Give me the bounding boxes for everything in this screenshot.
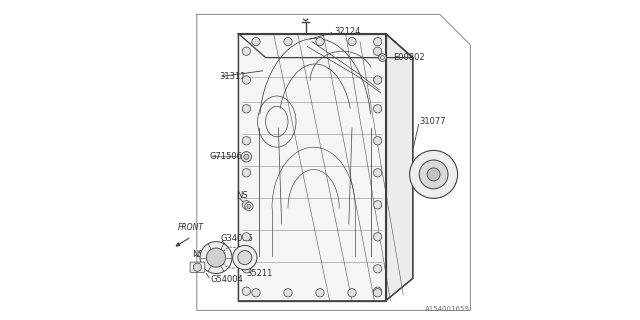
Circle shape [373,287,381,295]
Circle shape [316,37,324,46]
Circle shape [193,263,202,271]
Circle shape [243,76,251,84]
Circle shape [373,265,381,273]
Circle shape [243,265,251,273]
Circle shape [244,202,253,211]
Text: 31311: 31311 [219,72,246,81]
Polygon shape [239,34,413,58]
Circle shape [374,289,382,297]
Polygon shape [239,34,385,301]
Circle shape [374,37,382,46]
Circle shape [427,168,440,181]
Text: 32124: 32124 [334,28,361,36]
Circle shape [373,137,381,145]
Text: 35211: 35211 [246,269,273,278]
Circle shape [373,76,381,84]
Circle shape [243,201,251,209]
Circle shape [243,137,251,145]
Circle shape [233,245,257,270]
Circle shape [252,37,260,46]
Circle shape [243,287,251,295]
Polygon shape [385,34,413,301]
Circle shape [247,204,251,209]
Circle shape [373,201,381,209]
Circle shape [243,105,251,113]
Circle shape [316,289,324,297]
Text: FRONT: FRONT [177,223,204,232]
Circle shape [241,152,252,162]
Circle shape [237,251,252,265]
Circle shape [243,47,251,55]
FancyBboxPatch shape [190,262,205,272]
Circle shape [284,289,292,297]
Circle shape [206,248,226,267]
Circle shape [379,54,386,61]
Circle shape [348,37,356,46]
Circle shape [373,233,381,241]
Text: G34015: G34015 [220,234,253,243]
Circle shape [200,242,232,274]
Circle shape [243,233,251,241]
Circle shape [373,47,381,55]
Circle shape [373,169,381,177]
Circle shape [284,37,292,46]
Text: 31077: 31077 [419,117,446,126]
Circle shape [252,289,260,297]
Circle shape [410,150,458,198]
Text: G54004: G54004 [211,276,243,284]
Text: NS: NS [192,250,204,259]
Circle shape [244,154,249,159]
Circle shape [419,160,448,189]
Circle shape [348,289,356,297]
Text: E00802: E00802 [394,53,425,62]
Text: A154001659: A154001659 [425,306,470,312]
Circle shape [373,105,381,113]
Text: NS: NS [236,191,248,200]
Text: G71506: G71506 [210,152,243,161]
Circle shape [243,169,251,177]
